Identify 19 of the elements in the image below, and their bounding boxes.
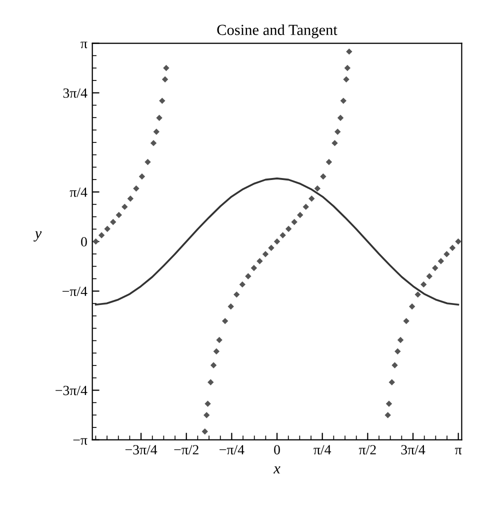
x-tick-label: 3π/4 [401, 445, 426, 454]
x-axis-title: x [273, 466, 280, 474]
chart-title: Cosine and Tangent [217, 24, 338, 38]
x-tick-label: −3π/4 [125, 445, 158, 454]
x-tick-label: π [455, 448, 462, 454]
x-tick-label: π/4 [314, 445, 332, 454]
y-tick-label: π [80, 42, 88, 48]
y-tick-label: π/4 [70, 188, 88, 197]
y-tick-label: −π/4 [62, 286, 88, 296]
y-axis-title: y [34, 231, 42, 242]
y-tick-label: 3π/4 [63, 88, 88, 98]
x-tick-label: π/2 [358, 445, 376, 454]
x-tick-label: 0 [274, 445, 280, 454]
line-series [94, 178, 460, 306]
y-tick-label: −π [73, 438, 88, 445]
y-tick-label: −3π/4 [56, 386, 88, 396]
x-tick-label: −π/2 [174, 445, 198, 454]
y-tick-label: 0 [81, 237, 87, 246]
x-tick-label: −π/4 [220, 445, 244, 454]
